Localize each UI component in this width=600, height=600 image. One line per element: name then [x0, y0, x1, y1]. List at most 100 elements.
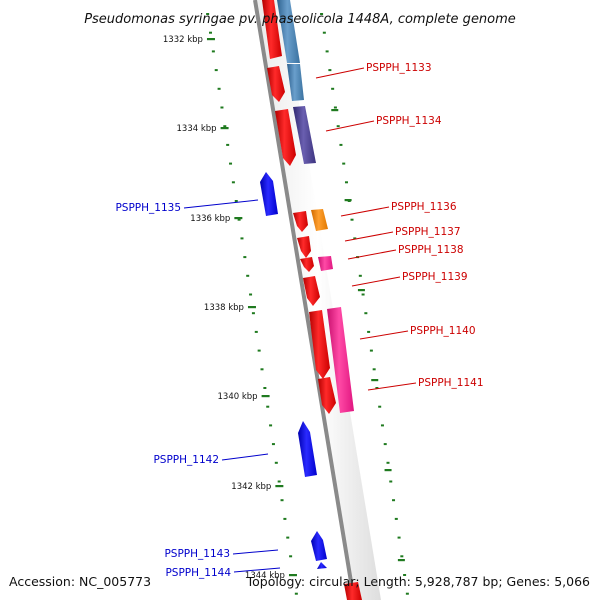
tick-minor-left: [231, 181, 235, 184]
tick-major-left: [247, 306, 256, 309]
tick-minor-left: [271, 443, 275, 446]
scale-label: 1332 kbp: [163, 35, 203, 45]
feature-1141-red: [318, 377, 336, 414]
tick-minor-left: [209, 31, 213, 34]
tick-minor-right: [342, 162, 346, 165]
gene-label-pspph_1133[interactable]: PSPPH_1133: [366, 62, 432, 74]
feature-1140-pink: [327, 307, 354, 413]
tick-minor-left: [280, 499, 284, 502]
tick-minor-left: [237, 218, 241, 221]
tick-minor-right: [364, 312, 368, 315]
tick-minor-right: [328, 69, 332, 72]
gene-label-pspph_1144[interactable]: PSPPH_1144: [165, 567, 231, 579]
tick-major-right: [384, 469, 392, 472]
tick-minor-right: [378, 405, 382, 408]
feature-1139-red: [303, 276, 320, 306]
tick-minor-left: [214, 69, 218, 72]
tick-major-right: [357, 289, 365, 292]
tick-major-left: [275, 485, 284, 488]
gene-leader-line: [359, 330, 409, 340]
tick-major-left: [206, 38, 215, 41]
feature-1143-blue: [311, 531, 327, 561]
tick-minor-right: [367, 330, 371, 333]
tick-minor-right: [386, 461, 390, 464]
feature-1144-blue: [317, 562, 327, 569]
feature-1138-pink: [318, 256, 333, 271]
tick-minor-left: [220, 106, 224, 109]
gene-leader-line: [233, 567, 281, 573]
feature-1132-red: [262, 0, 282, 59]
tick-minor-left: [246, 274, 250, 277]
tick-minor-left: [266, 405, 270, 408]
scale-label: 1340 kbp: [218, 392, 258, 402]
accession-text: Accession: NC_005773: [9, 574, 151, 589]
tick-major-right: [344, 199, 352, 202]
tick-minor-right: [394, 517, 398, 520]
tick-minor-left: [249, 293, 253, 296]
feature-1133-steelblue: [287, 64, 304, 101]
feature-1136-red: [293, 211, 308, 232]
tick-minor-left: [254, 330, 258, 333]
summary-text: Topology: circular; Length: 5,928,787 bp…: [246, 574, 590, 589]
tick-minor-left: [263, 387, 267, 389]
tick-minor-right: [361, 293, 365, 296]
tick-minor-right: [320, 13, 324, 15]
gene-leader-line: [347, 249, 397, 260]
gene-label-pspph_1136[interactable]: PSPPH_1136: [391, 201, 457, 213]
tick-minor-right: [358, 274, 362, 277]
tick-major-right: [397, 559, 405, 562]
tick-minor-right: [403, 574, 407, 576]
gene-label-pspph_1137[interactable]: PSPPH_1137: [395, 226, 461, 238]
tick-minor-left: [274, 461, 278, 464]
tick-minor-right: [350, 218, 354, 221]
tick-major-left: [234, 217, 243, 220]
tick-major-left: [288, 574, 297, 577]
tick-minor-left: [234, 200, 238, 202]
tick-minor-right: [397, 536, 401, 539]
tick-minor-left: [217, 87, 221, 90]
tick-minor-left: [243, 256, 247, 259]
gene-label-pspph_1135[interactable]: PSPPH_1135: [115, 202, 181, 214]
feature-1140-red: [309, 310, 330, 379]
gene-leader-line: [232, 549, 279, 555]
feature-1138-red: [300, 257, 314, 272]
feature-1135-blue: [260, 172, 278, 216]
feature-layer: [260, 0, 362, 600]
gene-leader-line: [221, 453, 269, 461]
gene-label-pspph_1134[interactable]: PSPPH_1134: [376, 115, 442, 127]
tick-minor-left: [289, 555, 293, 558]
tick-minor-left: [286, 536, 290, 539]
gene-label-pspph_1141[interactable]: PSPPH_1141: [418, 377, 484, 389]
gene-leader-line: [325, 120, 375, 132]
map-title: Pseudomonas syringae pv. phaseolicola 14…: [84, 12, 516, 27]
gene-label-pspph_1143[interactable]: PSPPH_1143: [164, 548, 230, 560]
tick-minor-left: [251, 312, 255, 315]
scale-label: 1334 kbp: [177, 124, 217, 134]
tick-minor-right: [325, 50, 329, 53]
tick-minor-right: [336, 125, 340, 128]
gene-leader-line: [344, 231, 394, 242]
tick-minor-right: [331, 87, 335, 90]
feature-1133-red: [267, 66, 285, 102]
tick-minor-left: [294, 592, 298, 595]
tick-minor-left: [226, 143, 230, 146]
gene-label-pspph_1138[interactable]: PSPPH_1138: [398, 244, 464, 256]
gene-leader-line: [315, 67, 365, 79]
tick-minor-right: [405, 592, 409, 595]
tick-marks: [206, 13, 409, 595]
gene-label-pspph_1139[interactable]: PSPPH_1139: [402, 271, 468, 283]
scale-label: 1338 kbp: [204, 303, 244, 313]
tick-minor-right: [372, 368, 376, 371]
feature-1137-red: [297, 236, 311, 258]
tick-minor-left: [269, 424, 273, 427]
scale-label: 1344 kbp: [245, 571, 285, 581]
feature-1142-blue: [298, 421, 317, 477]
scale-label: 1342 kbp: [231, 482, 271, 492]
tick-minor-right: [344, 181, 348, 184]
tick-minor-right: [383, 443, 387, 446]
tick-major-left: [220, 127, 229, 130]
gene-label-pspph_1140[interactable]: PSPPH_1140: [410, 325, 476, 337]
gene-leader-line: [351, 276, 401, 287]
gene-label-pspph_1142[interactable]: PSPPH_1142: [153, 454, 219, 466]
